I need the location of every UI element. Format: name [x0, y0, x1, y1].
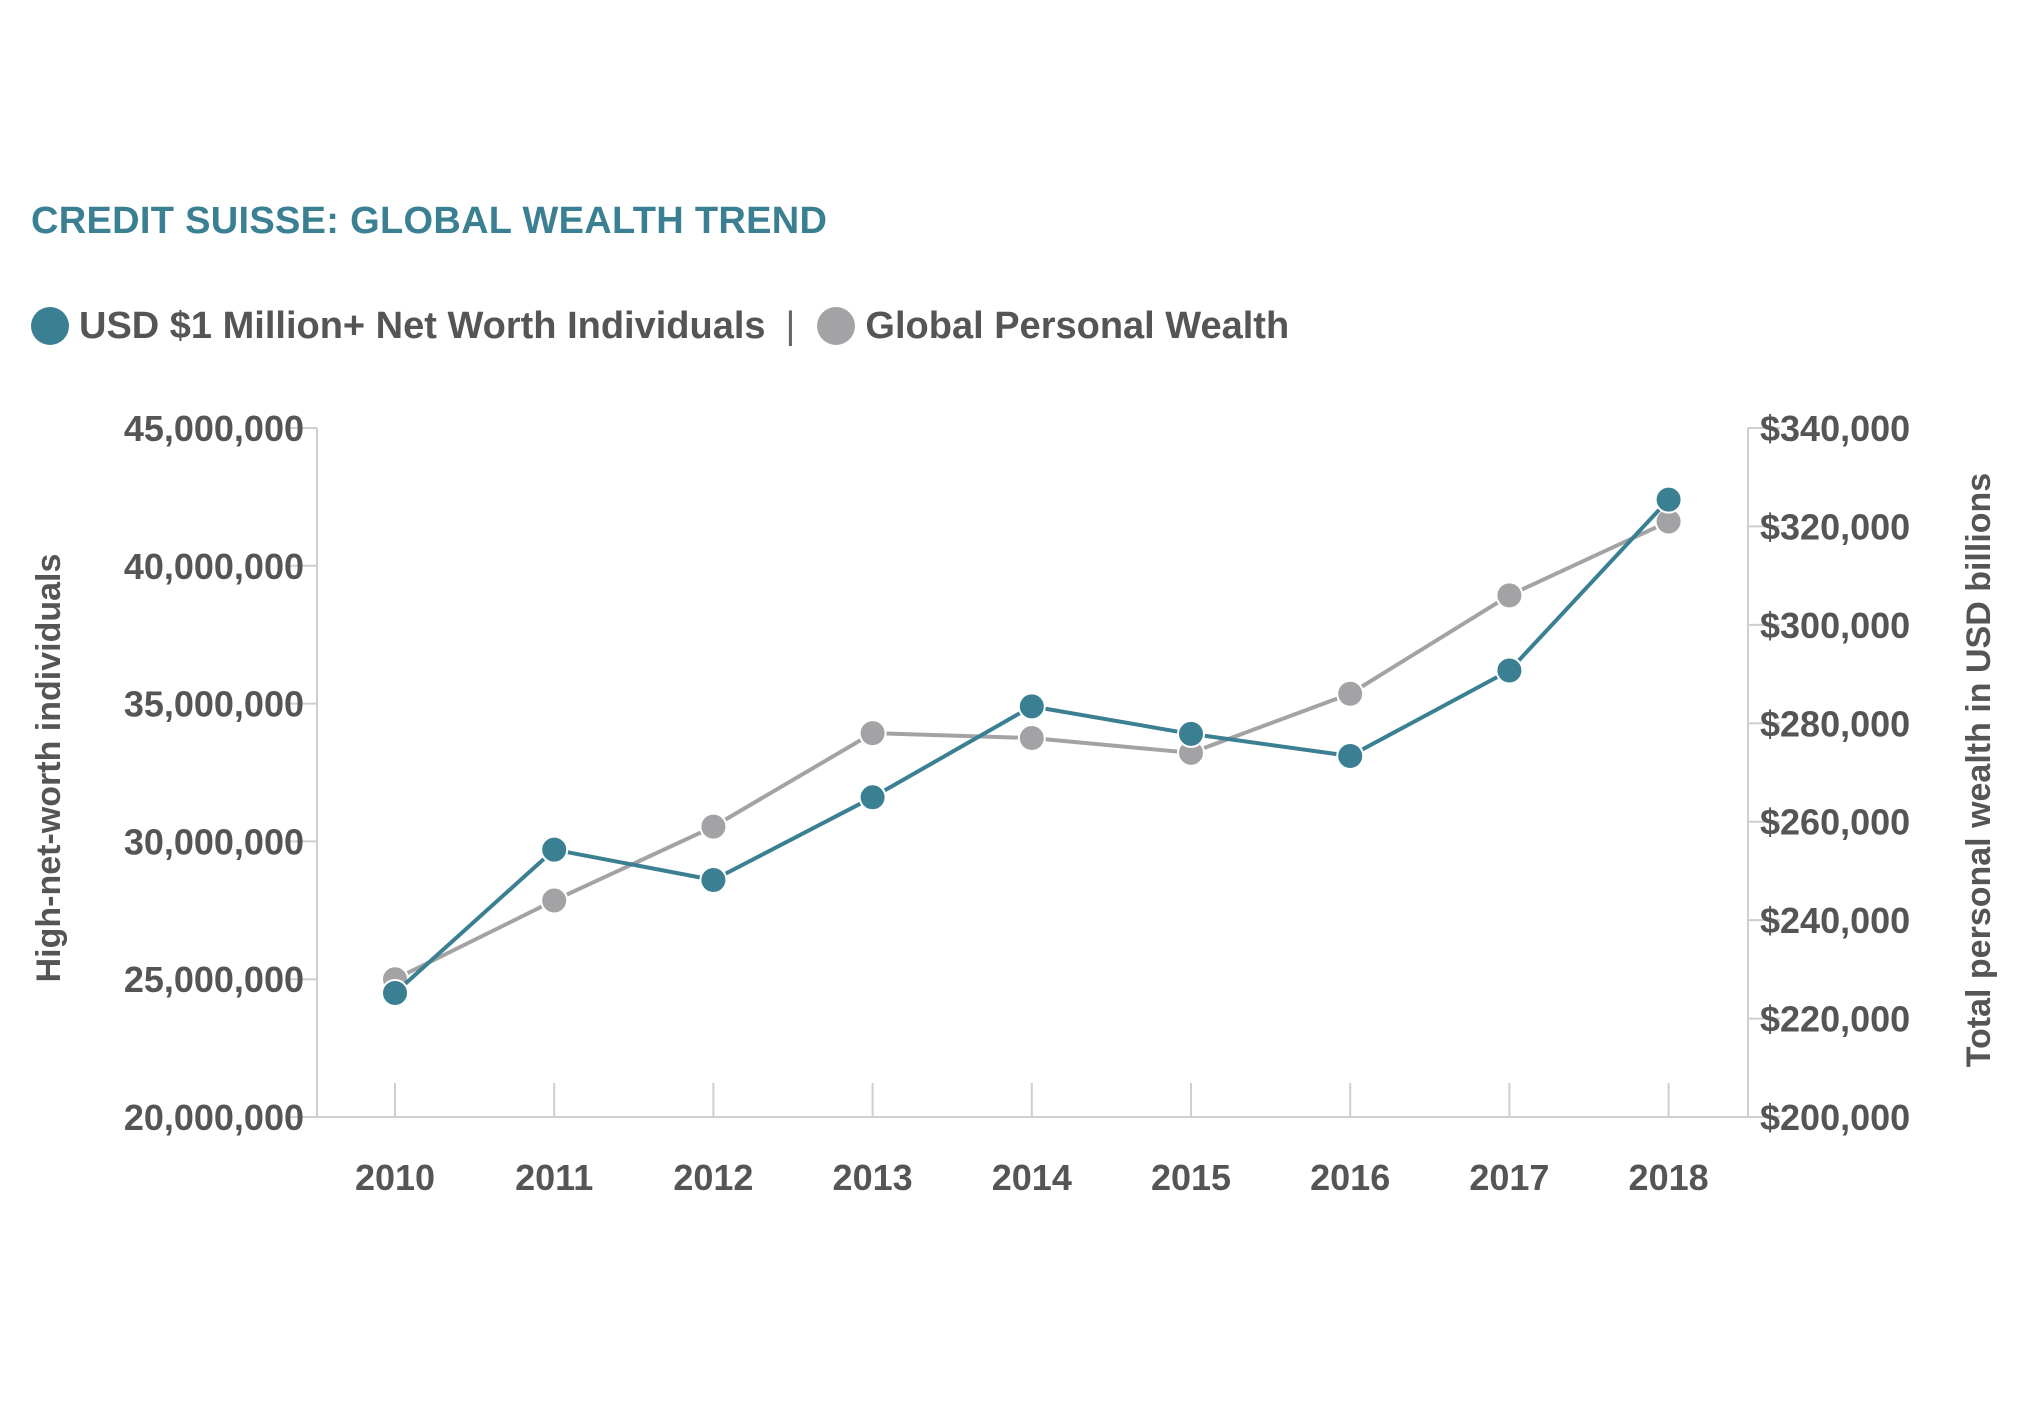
left-tick-label: 40,000,000	[124, 546, 304, 587]
left-axis-ticks: 20,000,000 25,000,000 30,000,000 35,000,000…	[124, 408, 317, 1138]
right-axis-title: Total personal wealth in USD billions	[1960, 473, 1998, 1067]
data-point-millionaires-2011	[540, 835, 569, 864]
series-global-wealth	[381, 507, 1683, 994]
legend-item-global-wealth: Global Personal Wealth	[817, 305, 1289, 348]
legend-swatch-global-wealth	[817, 307, 856, 345]
data-point-global-wealth-2016	[1336, 679, 1365, 708]
data-point-millionaires-2017	[1495, 656, 1524, 685]
right-axis-ticks: $200,000 $220,000 $240,000 $260,000 $280,000…	[1748, 408, 1910, 1138]
right-tick-label: $280,000	[1760, 703, 1910, 744]
data-point-millionaires-2013	[858, 783, 887, 812]
x-tick-label: 2015	[1151, 1157, 1231, 1198]
right-tick-label: $300,000	[1760, 605, 1910, 646]
x-tick-label: 2014	[992, 1157, 1072, 1198]
right-tick-label: $260,000	[1760, 802, 1910, 843]
legend-label-global-wealth: Global Personal Wealth	[865, 304, 1290, 347]
left-tick-label: 25,000,000	[124, 959, 304, 1000]
data-point-millionaires-2016	[1336, 741, 1365, 770]
legend-swatch-millionaires	[31, 307, 69, 345]
x-tick-label: 2012	[673, 1157, 753, 1198]
data-point-global-wealth-2013	[858, 719, 887, 748]
x-axis-ticks: 2010 2011 2012 2013 2014 2015 2016 2017 2018	[355, 1083, 1709, 1198]
left-tick-label: 35,000,000	[124, 684, 304, 725]
right-tick-label: $340,000	[1760, 408, 1910, 449]
right-tick-label: $220,000	[1760, 999, 1910, 1040]
series-layer	[381, 485, 1683, 1007]
axes	[316, 428, 1749, 1118]
left-tick-label: 45,000,000	[124, 408, 304, 449]
data-point-global-wealth-2017	[1495, 581, 1524, 610]
left-tick-label: 30,000,000	[124, 821, 304, 862]
data-point-millionaires-2014	[1017, 692, 1046, 721]
x-tick-label: 2018	[1629, 1157, 1709, 1198]
left-axis-title: High-net-worth individuals	[30, 554, 68, 983]
x-tick-label: 2016	[1310, 1157, 1390, 1198]
data-point-millionaires-2010	[381, 978, 409, 1007]
right-tick-label: $200,000	[1760, 1097, 1910, 1138]
data-point-millionaires-2018	[1654, 485, 1683, 514]
legend-item-millionaires: USD $1 Million+ Net Worth Individuals	[31, 305, 766, 348]
data-point-millionaires-2015	[1177, 719, 1205, 748]
left-tick-label: 20,000,000	[124, 1097, 304, 1138]
x-tick-label: 2017	[1469, 1157, 1549, 1198]
x-tick-label: 2011	[515, 1157, 593, 1198]
data-point-global-wealth-2011	[540, 886, 569, 915]
right-tick-label: $240,000	[1760, 900, 1910, 941]
data-point-global-wealth-2014	[1017, 724, 1046, 753]
legend-separator: |	[785, 304, 796, 347]
data-point-global-wealth-2012	[699, 812, 728, 841]
legend: USD $1 Million+ Net Worth Individuals | …	[31, 300, 1289, 352]
legend-label-millionaires: USD $1 Million+ Net Worth Individuals	[79, 304, 766, 347]
right-tick-label: $320,000	[1760, 506, 1910, 547]
series-millionaires	[381, 485, 1683, 1007]
data-point-millionaires-2012	[699, 865, 728, 894]
x-tick-label: 2013	[833, 1157, 913, 1198]
chart-title: CREDIT SUISSE: GLOBAL WEALTH TREND	[31, 200, 828, 242]
x-tick-label: 2010	[355, 1157, 435, 1198]
